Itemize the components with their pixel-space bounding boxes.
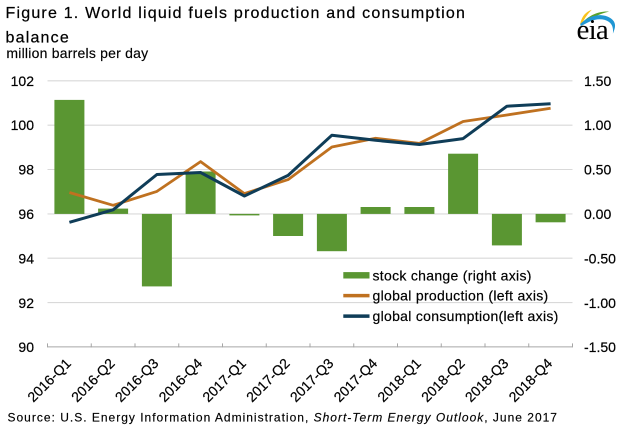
svg-text:balance: balance: [6, 30, 70, 47]
svg-text:2017-Q1: 2017-Q1: [199, 355, 249, 405]
svg-text:2016-Q3: 2016-Q3: [112, 355, 162, 405]
svg-text:2018-Q2: 2018-Q2: [418, 355, 468, 405]
svg-text:100: 100: [11, 117, 35, 133]
svg-text:-1.50: -1.50: [584, 339, 616, 355]
svg-text:2017-Q4: 2017-Q4: [330, 355, 380, 405]
svg-text:-0.50: -0.50: [584, 251, 616, 267]
svg-text:2016-Q1: 2016-Q1: [24, 355, 74, 405]
svg-text:2016-Q4: 2016-Q4: [155, 355, 205, 405]
svg-text:94: 94: [18, 251, 34, 267]
svg-text:Source: U.S. Energy Informatio: Source: U.S. Energy Information Administ…: [8, 410, 558, 424]
svg-text:92: 92: [18, 295, 34, 311]
svg-text:2018-Q1: 2018-Q1: [374, 355, 424, 405]
svg-text:0.00: 0.00: [584, 206, 611, 222]
svg-text:1.00: 1.00: [584, 117, 611, 133]
svg-text:2016-Q2: 2016-Q2: [68, 355, 118, 405]
svg-text:0.50: 0.50: [584, 162, 611, 178]
svg-text:million barrels per day: million barrels per day: [6, 45, 148, 61]
svg-text:96: 96: [18, 206, 34, 222]
svg-text:2018-Q3: 2018-Q3: [462, 355, 512, 405]
svg-text:1.50: 1.50: [584, 73, 611, 89]
svg-text:102: 102: [11, 73, 35, 89]
svg-text:98: 98: [18, 162, 34, 178]
svg-text:Figure 1. World liquid fuels p: Figure 1. World liquid fuels production …: [6, 5, 467, 22]
svg-text:global production (left axis): global production (left axis): [373, 288, 549, 304]
svg-text:stock change (right axis): stock change (right axis): [373, 267, 532, 283]
svg-text:90: 90: [18, 339, 34, 355]
svg-text:2018-Q4: 2018-Q4: [505, 355, 555, 405]
svg-text:-1.00: -1.00: [584, 295, 616, 311]
svg-text:eia: eia: [577, 14, 609, 46]
svg-text:global consumption(left axis): global consumption(left axis): [373, 308, 559, 324]
svg-text:2017-Q3: 2017-Q3: [287, 355, 337, 405]
svg-text:2017-Q2: 2017-Q2: [243, 355, 293, 405]
